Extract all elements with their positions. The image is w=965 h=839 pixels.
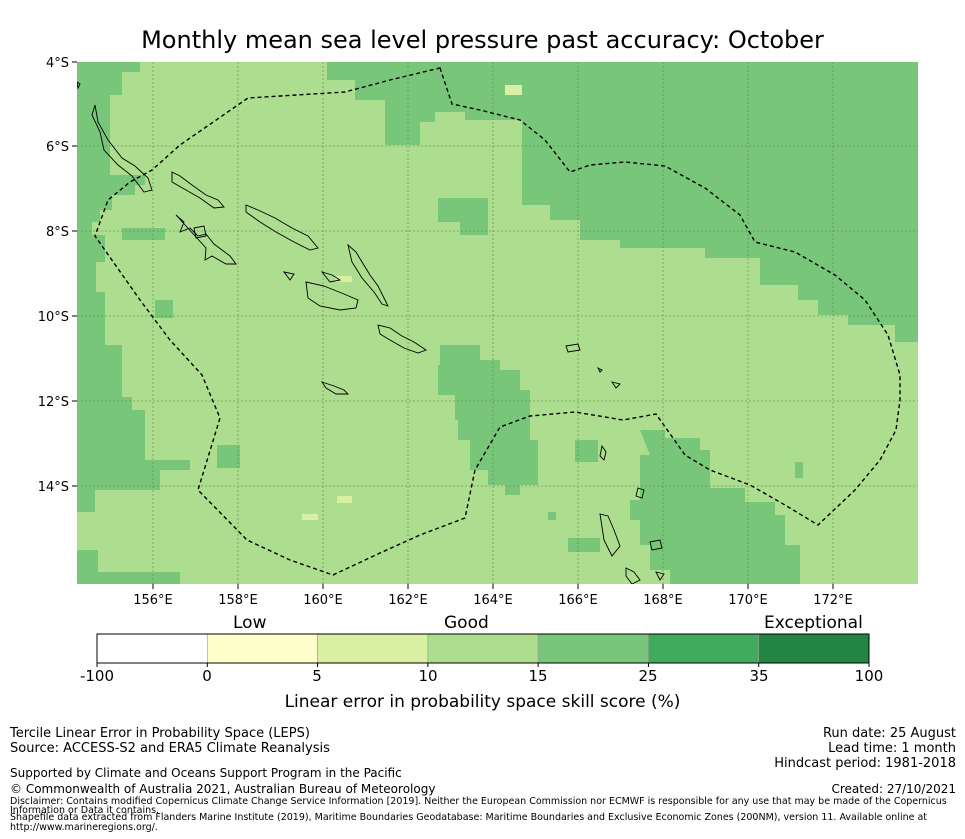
footer-disclaimer-2: Information or Data it contains.: [10, 805, 160, 816]
island-vella: [193, 225, 207, 239]
lon-tick-label: 166°E: [558, 593, 598, 608]
island-nissan: [77, 81, 81, 90]
footer-lead-time: Lead time: 1 month: [828, 741, 956, 756]
eez-solomon-islands: [94, 67, 901, 576]
skill-patch-small-4: [568, 538, 600, 552]
skill-patch-west: [77, 62, 190, 512]
footer-disclaimer-1: Disclaimer: Contains modified Copernicus…: [10, 796, 947, 807]
footer-disclaimer-3: Shapefile data extracted from Flanders M…: [10, 812, 928, 823]
lon-tick-label: 158°E: [218, 593, 258, 608]
island-maewo: [635, 487, 645, 499]
colorbar-segment: [758, 633, 870, 664]
colorbar-label: 10: [418, 667, 438, 685]
skill-patch-small-2: [155, 300, 173, 318]
colorbar-segment: [537, 633, 649, 664]
colorbar-title: Linear error in probability space skill …: [284, 692, 681, 712]
island-banks: [599, 444, 607, 461]
footer-hindcast: Hindcast period: 1981-2018: [774, 756, 956, 771]
footer-source: Source: ACCESS-S2 and ERA5 Climate Reana…: [10, 741, 330, 756]
skill-patches: [77, 62, 918, 584]
island-santa-cruz: [565, 343, 581, 353]
skill-patch-southwest: [77, 550, 180, 584]
skill-patch-low-2: [302, 514, 318, 520]
island-vanikoro: [610, 381, 621, 389]
footer-created: Created: 27/10/2021: [831, 782, 956, 796]
lat-tick-label: 6°S: [46, 140, 69, 155]
island-bougainville: [91, 104, 153, 193]
island-new-georgia: [175, 214, 237, 265]
eez-boundaries: [94, 67, 901, 576]
skill-patch-northeast: [327, 62, 918, 342]
chart-title: Monthly mean sea level pressure past acc…: [141, 26, 824, 54]
skill-patch-central: [438, 345, 538, 495]
colorbar-label: 0: [202, 667, 212, 685]
island-malaita: [347, 243, 389, 307]
skill-patch-low-1: [505, 85, 522, 95]
lon-tick-label: 160°E: [303, 593, 343, 608]
gridlines: [77, 62, 918, 584]
colorbar: [96, 633, 870, 667]
lon-tick-label: 170°E: [728, 593, 768, 608]
lon-tick-label: 156°E: [133, 593, 173, 608]
island-malekula: [625, 567, 641, 584]
lon-tick-label: 168°E: [643, 593, 683, 608]
lon-tick-label: 164°E: [473, 593, 513, 608]
legend-category-good: Good: [444, 613, 489, 633]
island-russell: [282, 271, 295, 281]
legend-category-exceptional: Exceptional: [764, 613, 863, 633]
lat-tick-label: 4°S: [46, 56, 69, 71]
island-santa-isabel: [245, 204, 319, 251]
skill-patch-small-3: [217, 445, 240, 468]
island-torres: [596, 366, 603, 373]
colorbar-label: 15: [528, 667, 548, 685]
island-guadalcanal: [305, 281, 359, 311]
island-espiritu-santo: [599, 513, 621, 557]
island-pentecost: [649, 539, 663, 551]
lat-tick-label: 10°S: [38, 310, 69, 325]
island-florida: [320, 271, 342, 283]
skill-patch-small-1: [122, 228, 165, 240]
colorbar-segment: [427, 633, 539, 664]
lat-tick-label: 14°S: [38, 480, 69, 495]
lon-tick-label: 162°E: [388, 593, 428, 608]
skill-patch-low-4: [335, 276, 352, 282]
colorbar-label: -100: [79, 667, 115, 685]
colorbar-label: 5: [312, 667, 322, 685]
lon-tick-label: 172°E: [813, 593, 853, 608]
skill-patch-small-7: [548, 512, 556, 520]
footer-copyright: © Commonwealth of Australia 2021, Austra…: [10, 782, 436, 796]
skill-patch-north-central: [438, 198, 488, 235]
colorbar-outline: [96, 633, 870, 664]
skill-patch-vanuatu: [630, 430, 800, 584]
island-choiseul: [171, 171, 225, 209]
island-makira: [377, 324, 427, 354]
island-ambrym: [655, 571, 665, 581]
axis-ticks: [72, 61, 834, 589]
footer-disclaimer-4: http://www.marineregions.org/.: [10, 822, 158, 833]
lat-tick-label: 8°S: [46, 225, 69, 240]
colorbar-segment: [96, 633, 208, 664]
colorbar-segment: [206, 633, 318, 664]
skill-patch-low-3: [337, 496, 352, 503]
legend-category-low: Low: [233, 613, 267, 633]
skill-patch-small-5: [575, 440, 598, 462]
colorbar-segment: [317, 633, 429, 664]
island-rennell: [320, 381, 350, 395]
footer-run-date: Run date: 25 August: [822, 726, 956, 741]
skill-patch-small-6: [795, 462, 803, 478]
coastlines: [77, 81, 665, 584]
lat-tick-label: 12°S: [38, 395, 69, 410]
colorbar-label: 100: [854, 667, 884, 685]
colorbar-segment: [648, 633, 760, 664]
colorbar-label: 25: [638, 667, 658, 685]
footer-support: Supported by Climate and Oceans Support …: [10, 766, 402, 780]
colorbar-label: 35: [749, 667, 769, 685]
footer-method: Tercile Linear Error in Probability Spac…: [10, 726, 310, 741]
